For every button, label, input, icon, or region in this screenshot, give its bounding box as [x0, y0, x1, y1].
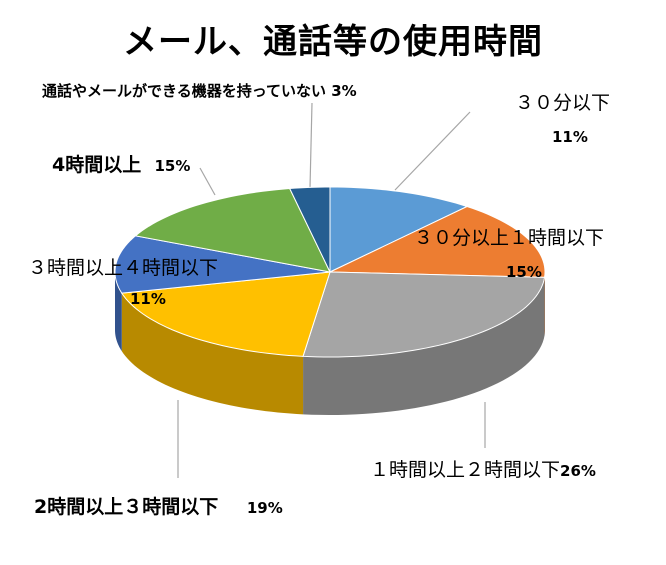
data-label-slice-1-category: ３０分以下 — [515, 92, 611, 114]
leader-line-1 — [394, 111, 471, 191]
data-label-slice-3: １時間以上２時間以下26% — [370, 455, 596, 482]
data-label-slice-5-value: 11% — [130, 290, 166, 308]
data-label-slice-2-value: 15% — [506, 263, 542, 281]
slice-value: 3% — [331, 82, 357, 100]
slice-value: 19% — [246, 499, 283, 517]
pie-slice-side-4 — [121, 293, 304, 415]
pie-slice-4 — [120, 271, 331, 357]
slice-value: 15% — [154, 157, 191, 175]
chart-title: メール、通話等の使用時間 — [123, 22, 543, 62]
pie-slice-7 — [288, 186, 331, 273]
slice-category: 4時間以上 — [52, 154, 142, 176]
pie-slice-5 — [114, 235, 331, 294]
pie-slice-2 — [329, 205, 546, 278]
pie-slice-6 — [134, 187, 331, 273]
data-label-slice-7: 通話やメールができる機器を持っていない 3% — [42, 80, 357, 101]
data-label-slice-1-value: 11% — [552, 128, 588, 146]
pie-slice-side-3 — [303, 277, 545, 415]
leader-line-3 — [199, 167, 216, 196]
data-label-slice-4: 2時間以上３時間以下 19% — [34, 492, 283, 519]
pie-slice-1 — [329, 186, 469, 273]
slice-category: １時間以上２時間以下 — [370, 459, 561, 481]
pie-slice-3 — [302, 271, 546, 358]
data-label-slice-5-category: ３時間以上４時間以下 — [28, 257, 219, 279]
slice-category: 2時間以上３時間以下 — [34, 496, 219, 518]
data-label-slice-6: 4時間以上 15% — [52, 150, 190, 177]
pie-slice-side-5 — [115, 272, 122, 352]
slice-category: 通話やメールができる機器を持っていない — [42, 82, 326, 100]
leader-line-2 — [309, 102, 313, 189]
data-label-slice-2-category: ３０分以上１時間以下 — [414, 227, 605, 249]
slice-value: 26% — [560, 462, 596, 480]
